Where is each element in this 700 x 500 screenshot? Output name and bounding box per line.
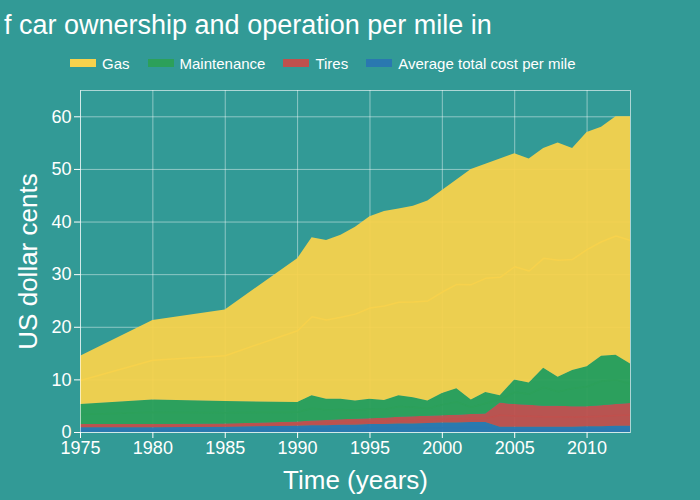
svg-text:US dollar cents: US dollar cents — [13, 173, 43, 349]
svg-text:0: 0 — [61, 422, 72, 443]
html-text:Maintenance: Maintenance — [179, 54, 266, 72]
svg-text:1985: 1985 — [205, 438, 245, 458]
svg-text:1980: 1980 — [133, 438, 173, 458]
svg-text:50: 50 — [51, 159, 71, 179]
svg-text:30: 30 — [51, 264, 71, 284]
html-text:Average total cost per mile: Average total cost per mile — [398, 54, 576, 72]
html-text:Gas: Gas — [102, 54, 130, 72]
svg-text:60: 60 — [51, 107, 71, 127]
svg-text:1995: 1995 — [350, 438, 390, 458]
svg-text:2005: 2005 — [495, 438, 535, 458]
svg-text:1975: 1975 — [60, 438, 100, 458]
svg-text:2000: 2000 — [422, 438, 462, 458]
svg-text:20: 20 — [51, 317, 71, 337]
svg-text:10: 10 — [51, 370, 71, 390]
html-text:f car ownership and operation: f car ownership and operation per mile i… — [4, 10, 492, 40]
svg-text:1990: 1990 — [278, 438, 318, 458]
svg-text:Time (years): Time (years) — [283, 465, 428, 495]
html-text:Tires: Tires — [315, 54, 349, 72]
svg-text:40: 40 — [51, 212, 71, 232]
svg-text:2010: 2010 — [567, 438, 607, 458]
